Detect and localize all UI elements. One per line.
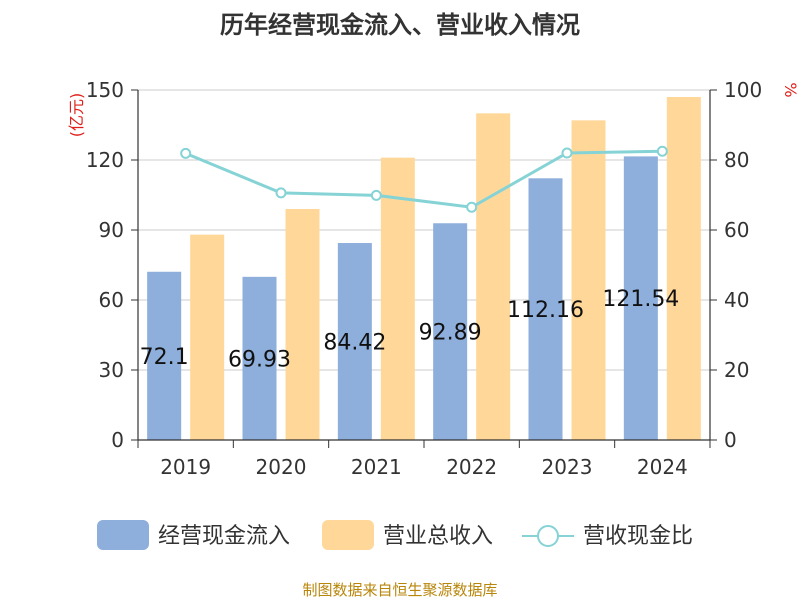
bar-revenue[interactable] [666,97,701,440]
bar-revenue[interactable] [571,120,606,440]
x-tick-label: 2023 [542,455,593,479]
bar-cash-inflow[interactable] [147,271,182,440]
bar-cash-inflow[interactable] [528,178,563,440]
bar-cash-inflow[interactable] [433,223,468,440]
x-tick-label: 2020 [256,455,307,479]
chart-title: 历年经营现金流入、营业收入情况 [220,11,580,39]
legend-label-cash-inflow: 经营现金流入 [158,524,290,549]
ratio-point[interactable] [180,147,192,159]
left-axis-unit: (亿元) [67,93,86,138]
axes: 0 0 30 20 60 40 90 60 120 80 150 100 2019 2020 2021 202… [86,78,762,479]
data-label-cash-inflow: 69.93 [228,347,291,372]
ratio-line-path [185,149,663,209]
right-axis-unit: % [781,82,800,97]
bar-revenue[interactable] [476,113,511,440]
bar-revenue[interactable] [190,234,225,440]
right-tick-label: 0 [724,428,737,452]
data-labels: 72.1 69.93 84.42 92.89 112.16 121.54 [140,287,680,372]
ratio-point[interactable] [275,187,287,199]
left-tick-label: 120 [86,148,124,172]
right-tick-label: 100 [724,78,762,102]
ratio-point[interactable] [466,201,478,213]
left-tick-label: 150 [86,78,124,102]
ratio-point[interactable] [561,147,573,159]
right-tick-label: 60 [724,218,749,242]
legend-item-revenue[interactable]: 营业总收入 [322,520,493,550]
bar-revenue[interactable] [285,209,320,440]
left-tick-label: 90 [99,218,124,242]
ratio-point[interactable] [370,189,382,201]
legend-swatch-cash-inflow [97,520,149,550]
data-label-cash-inflow: 121.54 [602,287,679,312]
x-tick-label: 2019 [160,455,211,479]
data-label-cash-inflow: 92.89 [419,321,482,346]
bar-cash-inflow[interactable] [623,156,658,440]
x-tick-label: 2024 [637,455,688,479]
legend-item-ratio[interactable]: 营收现金比 [522,524,693,549]
x-tick-label: 2022 [446,455,497,479]
legend-swatch-revenue [322,520,374,550]
left-tick-label: 30 [99,358,124,382]
right-tick-label: 20 [724,358,749,382]
legend-marker-ratio [537,525,559,547]
data-label-cash-inflow: 72.1 [140,345,189,370]
ratio-point[interactable] [656,145,668,157]
right-tick-label: 40 [724,288,749,312]
bar-cash-inflow[interactable] [337,243,372,440]
source-note: 制图数据来自恒生聚源数据库 [302,581,497,599]
ratio-line [180,145,668,213]
data-label-cash-inflow: 112.16 [507,298,584,323]
bar-cash-inflow[interactable] [242,276,277,440]
legend: 经营现金流入 营业总收入 营收现金比 [97,520,693,550]
gridlines [138,89,710,371]
legend-label-ratio: 营收现金比 [583,524,693,549]
right-tick-label: 80 [724,148,749,172]
bar-revenue[interactable] [380,157,415,440]
left-tick-label: 0 [111,428,124,452]
left-tick-label: 60 [99,288,124,312]
legend-item-cash-inflow[interactable]: 经营现金流入 [97,520,290,550]
data-label-cash-inflow: 84.42 [323,331,386,356]
legend-label-revenue: 营业总收入 [383,524,493,549]
x-tick-label: 2021 [351,455,402,479]
bars [147,97,701,440]
